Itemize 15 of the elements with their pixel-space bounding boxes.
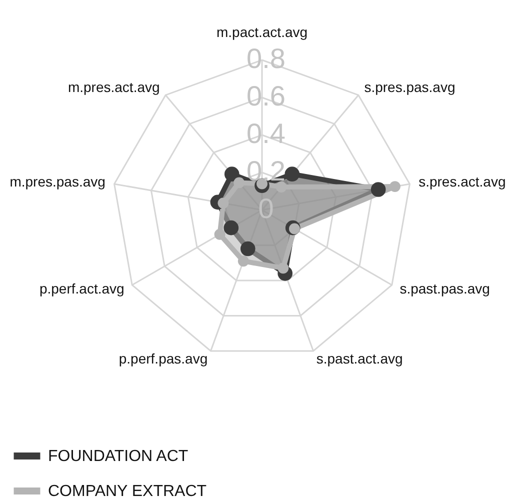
spoke-label: s.pres.act.avg bbox=[418, 173, 506, 190]
y-tick-label: 0.4 bbox=[246, 118, 286, 149]
spoke-label: m.pres.pas.avg bbox=[10, 173, 106, 190]
y-tick-label: 0.2 bbox=[246, 156, 286, 186]
spoke-label: m.pact.act.avg bbox=[216, 24, 308, 40]
spoke-label: p.perf.pas.avg bbox=[118, 350, 208, 366]
spoke-label: s.past.act.avg bbox=[316, 350, 403, 366]
spoke-label: s.past.pas.avg bbox=[400, 280, 490, 296]
spoke-label: p.perf.act.avg bbox=[39, 280, 124, 296]
spoke-label: m.pres.act.avg bbox=[68, 79, 160, 96]
y-tick-label: 0.6 bbox=[246, 80, 286, 112]
y-tick-label: 0.8 bbox=[246, 43, 286, 74]
legend-label: FOUNDATION ACT bbox=[48, 448, 188, 465]
spoke-label: s.pres.pas.avg bbox=[364, 79, 456, 96]
legend-label: COMPANY EXTRACT bbox=[48, 483, 207, 500]
